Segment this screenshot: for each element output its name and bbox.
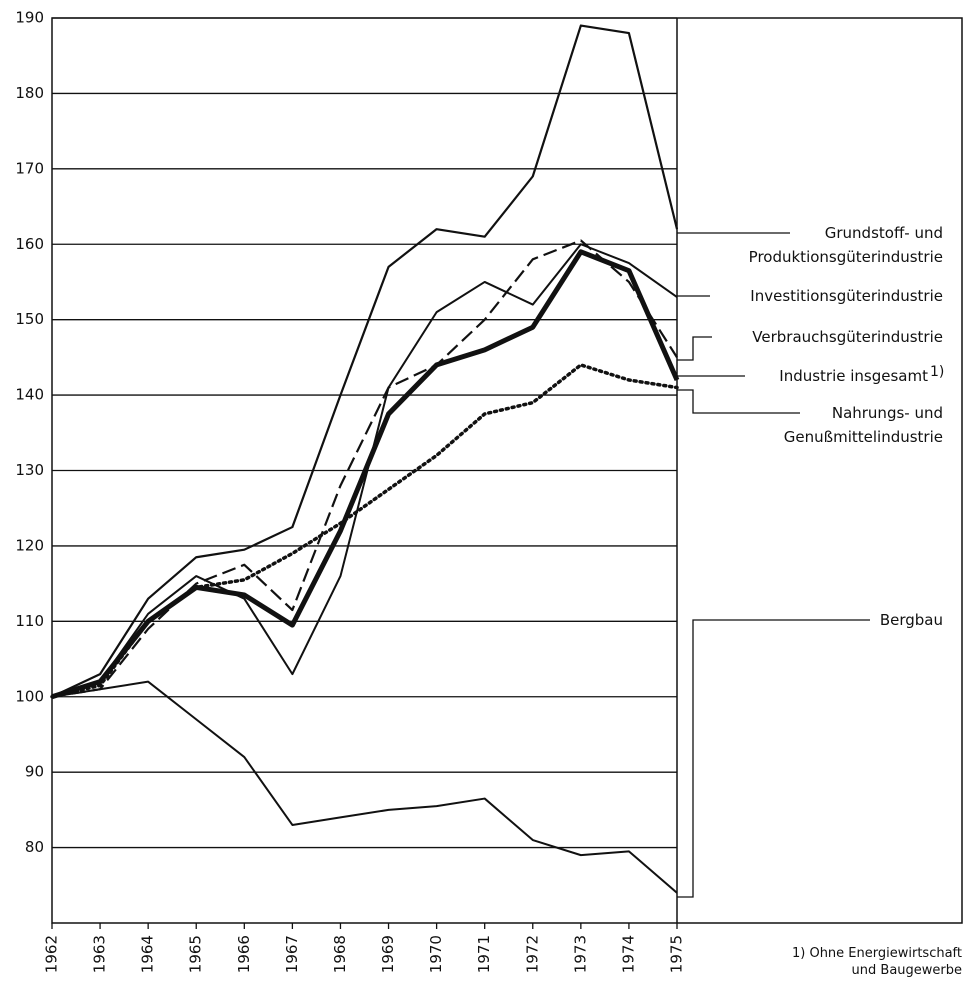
- legend-label-line: Industrie insgesamt: [779, 367, 928, 385]
- legend-label: Bergbau: [880, 611, 943, 629]
- y-tick-label: 190: [15, 9, 44, 27]
- x-tick-label: 1962: [43, 935, 61, 973]
- legend-label: Industrie insgesamt: [779, 367, 928, 385]
- x-tick-label: 1971: [475, 935, 493, 973]
- x-tick-label: 1963: [91, 935, 109, 973]
- y-tick-label: 80: [25, 838, 44, 856]
- legend-label-line: Grundstoff- und: [825, 224, 943, 242]
- x-tick-label: 1966: [235, 935, 253, 973]
- series-line: [51, 243, 678, 698]
- legend-label: Investitionsgüterindustrie: [750, 287, 943, 305]
- y-tick-label: 170: [15, 159, 44, 177]
- footnote-line: und Baugewerbe: [852, 963, 962, 978]
- leader-line: [677, 336, 712, 361]
- y-tick-label: 90: [25, 763, 44, 781]
- y-tick-label: 140: [15, 386, 44, 404]
- x-tick-label: 1968: [331, 935, 349, 973]
- legend-label-line: Genußmittelindustrie: [784, 428, 943, 446]
- x-tick-label: 1967: [283, 935, 301, 973]
- series-line: [51, 680, 678, 894]
- x-tick-label: 1975: [668, 935, 686, 973]
- y-tick-label: 180: [15, 84, 44, 102]
- legend-label: Nahrungs- und Genußmittelindustrie: [784, 404, 943, 446]
- y-tick-label: 120: [15, 536, 44, 554]
- legend-marker: 1): [930, 364, 944, 380]
- x-tick-label: 1970: [427, 935, 445, 973]
- y-tick-label: 100: [15, 687, 44, 705]
- series-line: [50, 363, 679, 699]
- series-line: [51, 239, 678, 698]
- series-line: [51, 249, 680, 700]
- y-tick-label: 150: [15, 310, 44, 328]
- y-tick-label: 160: [15, 235, 44, 253]
- x-tick-label: 1969: [379, 935, 397, 973]
- x-tick-label: 1964: [139, 935, 157, 973]
- legend-label-line: Bergbau: [880, 611, 943, 629]
- y-tick-label: 110: [15, 612, 44, 630]
- legend-label-line: Investitionsgüterindustrie: [750, 287, 943, 305]
- leader-line: [677, 389, 800, 414]
- legend-label: Verbrauchsgüterindustrie: [752, 328, 943, 346]
- legend-label-line: Produktionsgüterindustrie: [749, 248, 943, 266]
- leader-line: [677, 619, 870, 898]
- footnote-line: 1) Ohne Energiewirtschaft: [792, 946, 962, 961]
- x-tick-label: 1972: [523, 935, 541, 973]
- footnote: 1) Ohne Energiewirtschaft und Baugewerbe: [792, 946, 962, 978]
- x-tick-label: 1974: [619, 935, 637, 973]
- x-tick-label: 1973: [571, 935, 589, 973]
- legend-label-line: Nahrungs- und: [832, 404, 943, 422]
- legend-label-line: Verbrauchsgüterindustrie: [752, 328, 943, 346]
- x-tick-label: 1965: [187, 935, 205, 973]
- y-tick-label: 130: [15, 461, 44, 479]
- series-line: [51, 24, 679, 698]
- legend-label: Grundstoff- und Produktionsgüterindustrie: [749, 224, 943, 266]
